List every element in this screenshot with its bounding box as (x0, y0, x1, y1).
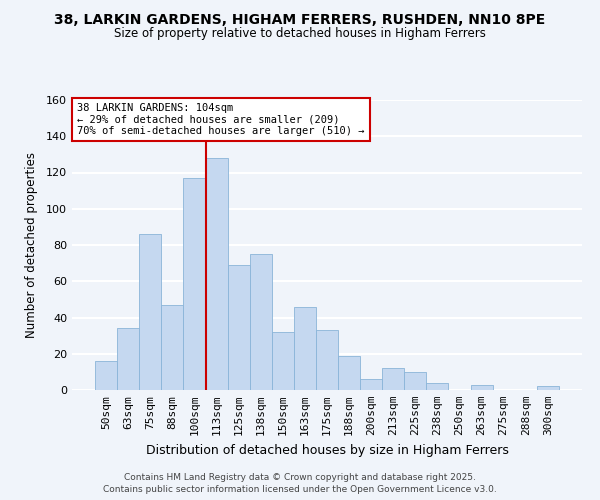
Bar (404, 372, 427, 390)
Bar (117, 328, 139, 390)
Bar (250, 254, 272, 390)
Text: Contains HM Land Registry data © Crown copyright and database right 2025.: Contains HM Land Registry data © Crown c… (124, 472, 476, 482)
Bar (272, 332, 294, 390)
X-axis label: Distribution of detached houses by size in Higham Ferrers: Distribution of detached houses by size … (146, 444, 508, 456)
Bar (427, 383, 448, 390)
Bar (95, 361, 117, 390)
Y-axis label: Number of detached properties: Number of detached properties (25, 152, 38, 338)
Text: Size of property relative to detached houses in Higham Ferrers: Size of property relative to detached ho… (114, 28, 486, 40)
Bar (360, 379, 382, 390)
Bar (470, 384, 493, 390)
Bar (206, 158, 227, 390)
Bar (338, 356, 360, 390)
Bar (294, 306, 316, 390)
Text: 38 LARKIN GARDENS: 104sqm
← 29% of detached houses are smaller (209)
70% of semi: 38 LARKIN GARDENS: 104sqm ← 29% of detac… (77, 103, 365, 136)
Bar (139, 234, 161, 390)
Bar (161, 305, 184, 390)
Bar (184, 178, 206, 390)
Text: 38, LARKIN GARDENS, HIGHAM FERRERS, RUSHDEN, NN10 8PE: 38, LARKIN GARDENS, HIGHAM FERRERS, RUSH… (55, 12, 545, 26)
Bar (316, 330, 338, 390)
Text: Contains public sector information licensed under the Open Government Licence v3: Contains public sector information licen… (103, 485, 497, 494)
Bar (537, 386, 559, 390)
Bar (382, 368, 404, 390)
Bar (227, 265, 250, 390)
